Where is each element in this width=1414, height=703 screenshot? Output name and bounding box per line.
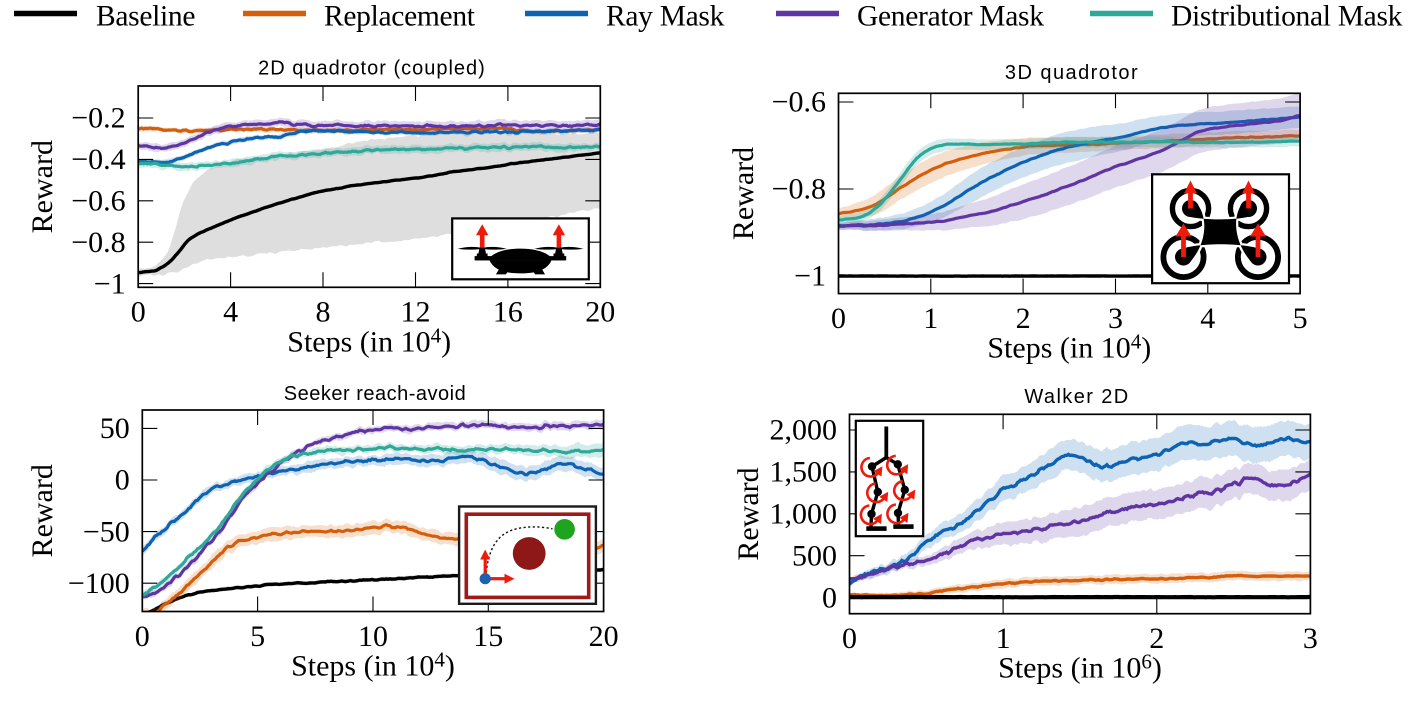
svg-text:Steps (in 104): Steps (in 104) xyxy=(987,330,1151,365)
svg-text:−0.2: −0.2 xyxy=(71,102,125,135)
svg-text:1,500: 1,500 xyxy=(770,456,838,489)
svg-text:0: 0 xyxy=(115,464,130,497)
svg-text:20: 20 xyxy=(585,296,615,329)
svg-text:Steps (in 104): Steps (in 104) xyxy=(287,323,451,358)
svg-text:−0.8: −0.8 xyxy=(772,173,826,206)
svg-text:5: 5 xyxy=(250,620,265,653)
svg-text:Baseline: Baseline xyxy=(96,1,195,33)
svg-text:12: 12 xyxy=(401,296,431,329)
svg-text:Ray Mask: Ray Mask xyxy=(606,1,725,33)
svg-text:4: 4 xyxy=(1200,302,1215,335)
svg-text:20: 20 xyxy=(589,620,619,653)
svg-text:0: 0 xyxy=(131,296,146,329)
svg-text:−50: −50 xyxy=(83,515,130,548)
svg-text:3: 3 xyxy=(1303,622,1318,655)
svg-text:−0.6: −0.6 xyxy=(71,185,125,218)
svg-text:1,000: 1,000 xyxy=(770,498,838,531)
svg-text:5: 5 xyxy=(1293,302,1308,335)
svg-text:Distributional Mask: Distributional Mask xyxy=(1171,1,1403,33)
svg-text:3: 3 xyxy=(1108,302,1123,335)
svg-text:−0.6: −0.6 xyxy=(772,86,826,119)
svg-text:10: 10 xyxy=(358,620,388,653)
svg-text:Reward: Reward xyxy=(727,147,760,240)
svg-text:2D quadrotor (coupled): 2D quadrotor (coupled) xyxy=(258,58,486,80)
svg-text:0: 0 xyxy=(842,622,857,655)
svg-text:8: 8 xyxy=(316,296,331,329)
svg-text:Reward: Reward xyxy=(26,140,59,233)
svg-text:Reward: Reward xyxy=(732,467,765,560)
svg-text:−1: −1 xyxy=(94,267,126,300)
svg-text:−0.8: −0.8 xyxy=(71,226,125,259)
svg-text:16: 16 xyxy=(493,296,523,329)
svg-text:Reward: Reward xyxy=(26,464,59,557)
svg-text:Generator Mask: Generator Mask xyxy=(857,1,1044,33)
svg-text:Walker 2D: Walker 2D xyxy=(1024,386,1129,408)
svg-text:−0.4: −0.4 xyxy=(71,143,125,176)
svg-text:50: 50 xyxy=(100,412,130,445)
svg-text:15: 15 xyxy=(473,620,503,653)
svg-text:0: 0 xyxy=(822,581,837,614)
svg-text:2: 2 xyxy=(1149,622,1164,655)
svg-text:1: 1 xyxy=(923,302,938,335)
svg-text:Steps (in 106): Steps (in 106) xyxy=(998,650,1162,685)
svg-text:2,000: 2,000 xyxy=(770,414,838,447)
svg-text:−1: −1 xyxy=(794,260,826,293)
svg-text:Seeker reach-avoid: Seeker reach-avoid xyxy=(284,383,466,405)
svg-text:Steps (in 104): Steps (in 104) xyxy=(291,648,455,683)
svg-text:1: 1 xyxy=(996,622,1011,655)
svg-text:4: 4 xyxy=(223,296,238,329)
svg-text:Replacement: Replacement xyxy=(324,1,476,33)
svg-text:0: 0 xyxy=(135,620,150,653)
svg-text:500: 500 xyxy=(792,539,837,572)
svg-text:3D quadrotor: 3D quadrotor xyxy=(1005,62,1139,84)
svg-text:2: 2 xyxy=(1016,302,1031,335)
svg-text:0: 0 xyxy=(831,302,846,335)
svg-text:−100: −100 xyxy=(68,567,130,600)
